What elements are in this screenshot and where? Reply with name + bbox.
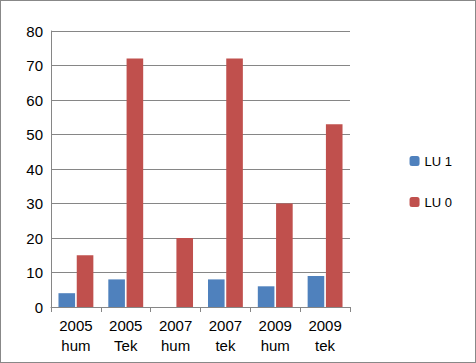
svg-text:LU 1: LU 1	[425, 154, 452, 169]
svg-text:tek: tek	[315, 337, 336, 354]
svg-text:2007: 2007	[209, 317, 242, 334]
svg-text:70: 70	[26, 57, 43, 74]
svg-text:60: 60	[26, 92, 43, 109]
svg-text:50: 50	[26, 126, 43, 143]
svg-text:40: 40	[26, 161, 43, 178]
svg-text:10: 10	[26, 264, 43, 281]
svg-text:tek: tek	[215, 337, 236, 354]
svg-text:20: 20	[26, 230, 43, 247]
svg-text:Tek: Tek	[114, 337, 138, 354]
svg-text:hum: hum	[161, 337, 190, 354]
svg-text:hum: hum	[261, 337, 290, 354]
svg-text:30: 30	[26, 195, 43, 212]
svg-text:2005: 2005	[59, 317, 92, 334]
svg-text:2009: 2009	[259, 317, 292, 334]
svg-text:hum: hum	[61, 337, 90, 354]
svg-text:2009: 2009	[308, 317, 341, 334]
svg-text:LU 0: LU 0	[425, 195, 452, 210]
svg-text:0: 0	[35, 299, 43, 316]
svg-text:2005: 2005	[109, 317, 142, 334]
svg-text:80: 80	[26, 23, 43, 40]
svg-text:2007: 2007	[159, 317, 192, 334]
